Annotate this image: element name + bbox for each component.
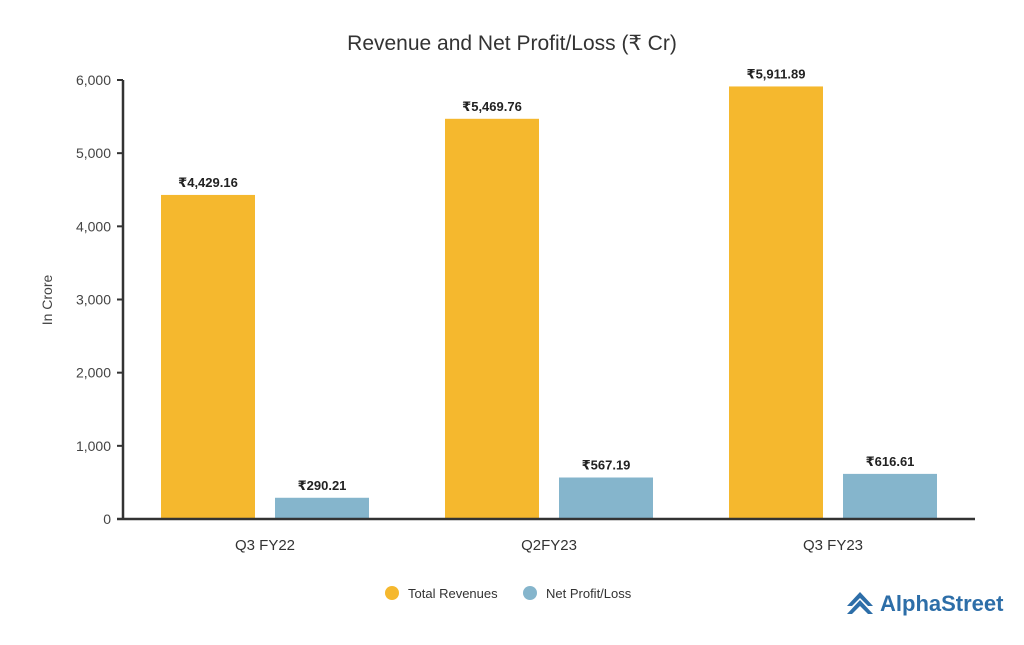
y-tick-label: 2,000	[76, 365, 111, 381]
bar-total-revenues-1	[445, 118, 539, 519]
legend: Total Revenues Net Profit/Loss	[385, 586, 632, 601]
y-tick-label: 1,000	[76, 438, 111, 454]
brand-name: AlphaStreet	[880, 591, 1004, 616]
bar-net-profit-loss-0	[275, 497, 369, 519]
y-tick-label: 6,000	[76, 72, 111, 88]
data-label: ₹5,911.89	[747, 66, 806, 81]
data-label: ₹567.19	[582, 458, 631, 473]
legend-swatch	[385, 586, 399, 600]
alphastreet-logo-icon	[847, 592, 873, 614]
brand-logo: AlphaStreet	[847, 591, 1004, 616]
y-tick-label: 3,000	[76, 292, 111, 308]
x-tick-label: Q3 FY22	[235, 537, 295, 554]
legend-label: Net Profit/Loss	[546, 586, 632, 601]
x-tick-label: Q3 FY23	[803, 537, 863, 554]
bar-total-revenues-0	[161, 194, 255, 520]
data-label: ₹5,469.76	[462, 99, 522, 114]
x-axis: Q3 FY22 Q2FY23 Q3 FY23	[117, 517, 975, 554]
bar-total-revenues-2	[729, 86, 823, 519]
y-tick-label: 5,000	[76, 145, 111, 161]
chart-title: Revenue and Net Profit/Loss (₹ Cr)	[347, 32, 677, 55]
bars-group: ₹4,429.16 ₹290.21 ₹5,469.76 ₹567.19 ₹5,911.8…	[161, 66, 937, 520]
data-label: ₹4,429.16	[178, 175, 238, 190]
x-tick-label: Q2FY23	[521, 537, 577, 554]
data-label: ₹290.21	[298, 478, 347, 493]
data-label: ₹616.61	[866, 454, 915, 469]
legend-label: Total Revenues	[408, 586, 498, 601]
y-axis: 0 1,000 2,000 3,000 4,000 5,000 6,000	[76, 72, 125, 527]
y-tick-label: 0	[103, 511, 111, 527]
y-tick-label: 4,000	[76, 218, 111, 234]
y-axis-label: In Crore	[39, 275, 55, 326]
bar-net-profit-loss-2	[843, 473, 937, 519]
bar-net-profit-loss-1	[559, 477, 653, 519]
legend-swatch	[523, 586, 537, 600]
